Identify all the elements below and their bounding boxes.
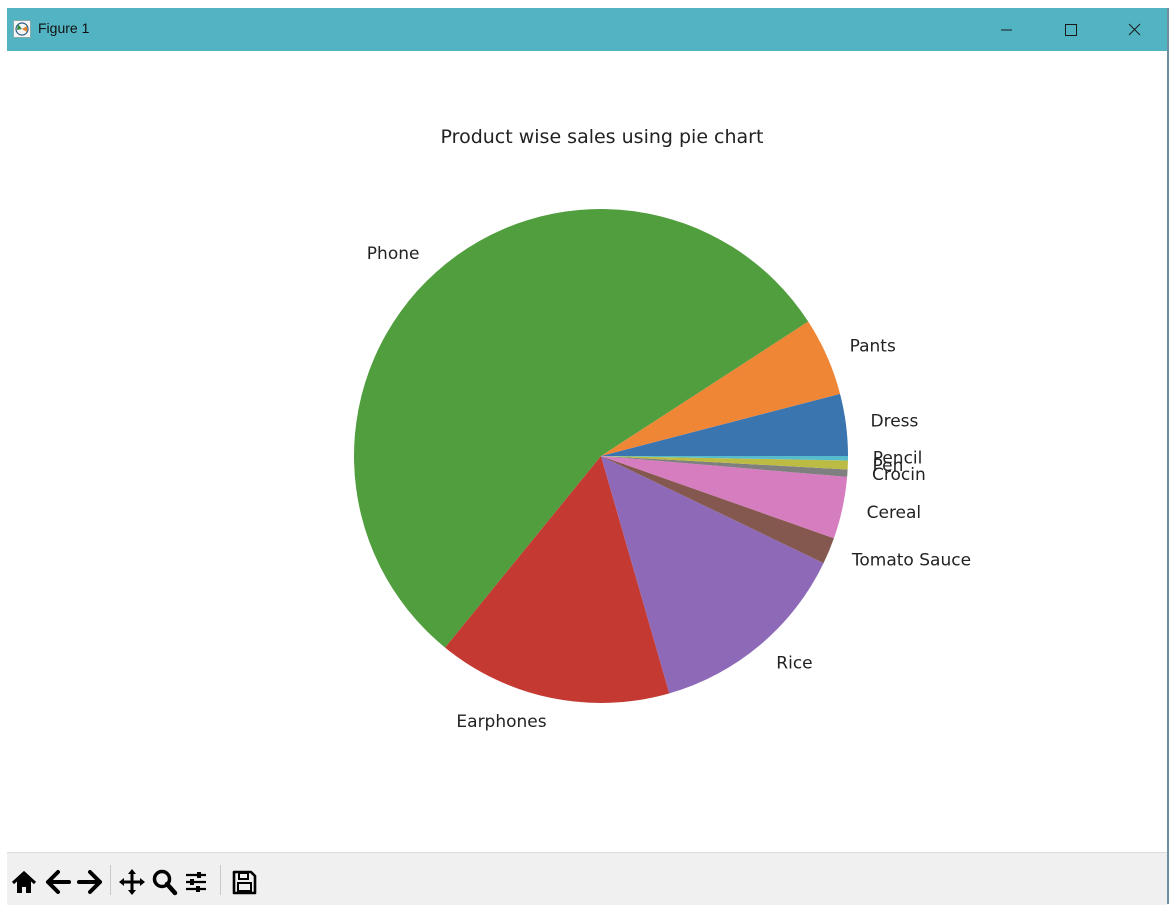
forward-button[interactable] [75,865,105,899]
toolbar-separator [220,865,221,895]
pie-slice-tomato-sauce [601,456,834,564]
minimize-icon [1001,29,1012,31]
minimize-button[interactable] [983,8,1029,51]
slice-label-rice: Rice [776,654,812,674]
maximize-button[interactable] [1047,8,1093,51]
configure-subplots-icon [186,872,206,892]
back-arrow-icon [46,870,71,894]
pie-slice-dress [601,393,848,456]
slice-label-pen: Pen [873,456,904,476]
back-button[interactable] [43,865,73,899]
pan-icon [119,869,145,895]
pie-slice-pants [601,321,841,456]
pie-slice-pencil [601,456,848,461]
zoom-icon [152,869,178,896]
slice-label-cereal: Cereal [867,503,922,523]
pie-slice-rice [601,456,824,694]
pan-button[interactable] [117,865,147,899]
slice-label-earphones: Earphones [456,712,546,732]
pie-slice-pen [601,456,848,470]
slice-label-phone: Phone [367,244,420,264]
home-button[interactable] [9,865,39,899]
matplotlib-figure-icon [13,20,31,38]
close-icon [1128,23,1141,36]
figure-canvas[interactable]: Product wise sales using pie chart Dress… [7,51,1167,852]
title-bar[interactable]: Figure 1 [7,8,1167,51]
slice-label-tomato-sauce: Tomato Sauce [851,550,971,570]
slice-label-pencil: Pencil [873,448,923,468]
window-title: Figure 1 [38,20,90,36]
save-icon [232,870,257,895]
home-icon [11,870,37,893]
slice-label-pants: Pants [850,336,896,356]
forward-arrow-icon [77,870,102,894]
pie-slice-cereal [601,456,848,539]
pie-slice-crocin [601,456,848,477]
chart-title: Product wise sales using pie chart [440,126,764,148]
zoom-button[interactable] [149,865,179,899]
navigation-toolbar [7,852,1167,905]
slice-label-crocin: Crocin [872,465,926,485]
figure-window: Figure 1 Product wise sales using pie ch… [7,8,1169,905]
configure-subplots-button[interactable] [181,865,211,899]
toolbar-separator [110,865,111,895]
slice-label-dress: Dress [871,412,919,432]
maximize-icon [1065,24,1077,36]
pie-chart: Dress Pants Phone Earphones Rice Tomato Sauce… [354,209,971,732]
pie-slice-phone [354,209,809,648]
close-button[interactable] [1111,8,1157,51]
save-button[interactable] [229,865,259,899]
pie-slice-earphones [445,456,670,703]
